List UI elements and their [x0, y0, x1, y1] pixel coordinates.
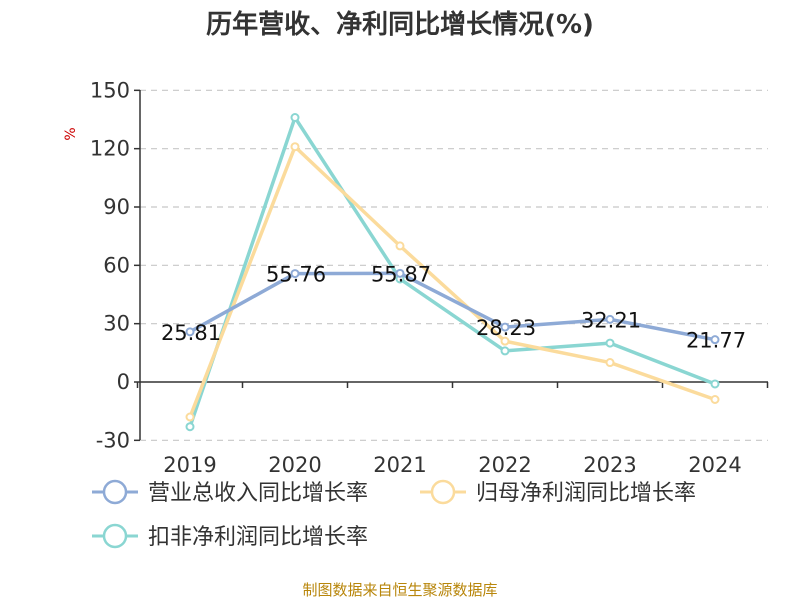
x-tick-label: 2019 [163, 453, 216, 477]
data-point[interactable] [500, 346, 510, 356]
data-label: 55.87 [371, 262, 431, 286]
source-note: 制图数据来自恒生聚源数据库 [302, 581, 497, 599]
legend-label: 营业总收入同比增长率 [148, 481, 368, 506]
series-2 [185, 142, 720, 422]
series-line [188, 144, 716, 418]
x-tick-label: 2022 [478, 453, 531, 477]
data-point[interactable] [185, 422, 195, 432]
y-axis-ticks: -30 0 30 60 90 120 150 [90, 78, 140, 452]
chart-title: 历年营收、净利同比增长情况(%) [206, 9, 594, 40]
y-tick-label: 60 [103, 253, 130, 277]
data-point[interactable] [185, 327, 195, 337]
data-point[interactable] [290, 269, 300, 279]
y-tick-label: 120 [90, 137, 130, 161]
x-tick-label: 2020 [268, 453, 321, 477]
legend-marker [102, 479, 128, 505]
data-point[interactable] [605, 358, 615, 368]
legend-item[interactable]: 营业总收入同比增长率 [92, 479, 368, 506]
data-label: 25.81 [161, 321, 221, 345]
data-point[interactable] [395, 268, 405, 278]
y-tick-label: -30 [96, 428, 130, 452]
legend-marker [102, 523, 128, 549]
grid-lines [140, 89, 768, 441]
data-label: 21.77 [686, 329, 746, 353]
series-line [189, 271, 716, 342]
x-tick-label: 2024 [688, 453, 741, 477]
data-point[interactable] [395, 241, 405, 251]
y-tick-label: 90 [103, 195, 130, 219]
series-line [188, 115, 716, 428]
legend-label: 归母净利润同比增长率 [476, 481, 696, 506]
legend-item[interactable]: 归母净利润同比增长率 [420, 479, 696, 506]
y-tick-label: 0 [117, 370, 130, 394]
data-point[interactable] [290, 113, 300, 123]
data-labels: 25.81 55.76 55.87 28.23 32.21 21.77 [161, 262, 746, 352]
legend-item[interactable]: 扣非净利润同比增长率 [92, 523, 368, 550]
data-point[interactable] [605, 338, 615, 348]
data-point[interactable] [500, 336, 510, 346]
legend-label: 扣非净利润同比增长率 [148, 525, 368, 550]
data-point[interactable] [185, 412, 195, 422]
y-tick-label: 150 [90, 78, 130, 102]
data-label: 32.21 [581, 308, 641, 332]
legend-marker [430, 479, 456, 505]
x-axis-ticks: 2019 2020 2021 2022 2023 2024 [136, 382, 769, 477]
data-label: 28.23 [476, 316, 536, 340]
data-point[interactable] [710, 335, 720, 345]
x-tick-label: 2021 [373, 453, 426, 477]
data-label: 55.76 [266, 263, 326, 287]
x-tick-label: 2023 [583, 453, 636, 477]
y-tick-label: 30 [103, 312, 130, 336]
y-axis-unit: % [63, 127, 79, 140]
series-1 [185, 268, 720, 345]
data-point[interactable] [500, 322, 510, 332]
series-lines [185, 113, 720, 432]
data-point[interactable] [605, 314, 615, 324]
data-point[interactable] [710, 395, 720, 404]
data-point[interactable] [290, 142, 300, 152]
data-point[interactable] [710, 379, 720, 389]
series-3 [185, 113, 720, 432]
